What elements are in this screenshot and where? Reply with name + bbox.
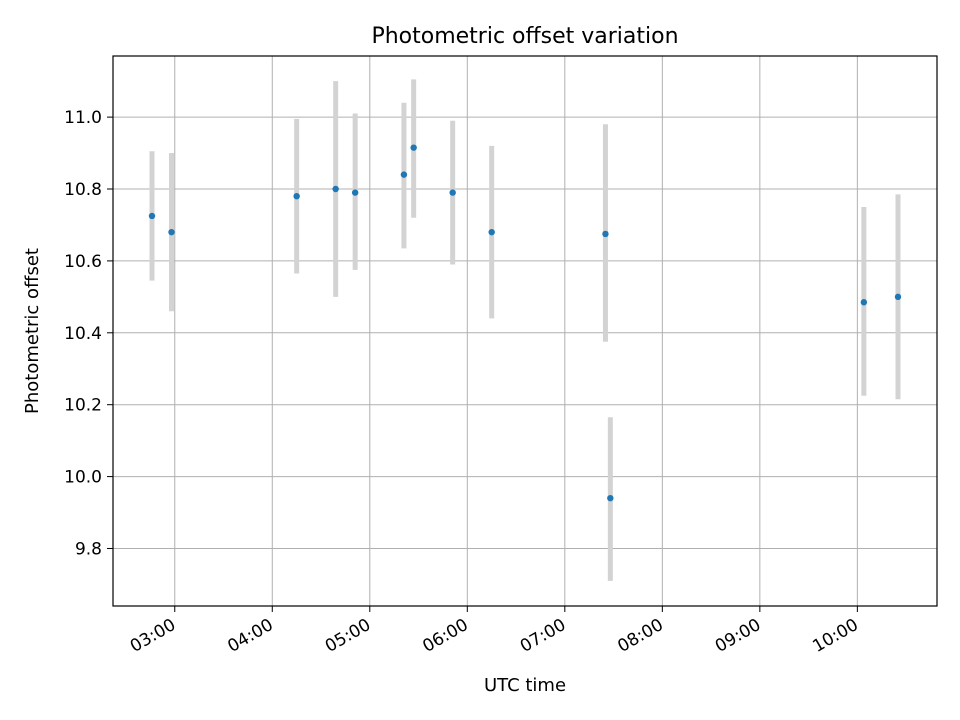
- y-tick-label: 10.8: [64, 180, 102, 200]
- data-point: [449, 189, 456, 196]
- data-point: [168, 228, 175, 236]
- y-axis-ticks: 9.8 10.0 10.2 10.4 10.6 10.8 11.0: [64, 108, 113, 559]
- y-tick-label: 9.8: [75, 539, 102, 559]
- data-point: [894, 293, 902, 301]
- chart-title: Photometric offset variation: [371, 24, 678, 49]
- y-tick-label: 10.2: [64, 396, 102, 416]
- data-point: [607, 494, 614, 502]
- y-tick-label: 11.0: [64, 108, 102, 128]
- data-point: [410, 144, 417, 151]
- data-point: [602, 230, 609, 238]
- data-point: [400, 171, 408, 178]
- plot-area: [113, 56, 937, 606]
- data-points: [148, 144, 902, 502]
- data-point: [148, 212, 156, 220]
- data-point: [332, 185, 339, 193]
- data-point: [293, 192, 300, 200]
- data-point: [488, 228, 495, 236]
- y-tick-label: 10.6: [64, 252, 102, 272]
- y-tick-label: 10.0: [64, 468, 102, 488]
- data-point: [860, 299, 868, 306]
- y-tick-label: 10.4: [64, 324, 102, 344]
- grid: [113, 56, 937, 606]
- x-axis-label: UTC time: [484, 675, 566, 696]
- y-axis-label: Photometric offset: [22, 248, 43, 414]
- plot-frame: [112, 55, 938, 607]
- data-point: [351, 189, 359, 196]
